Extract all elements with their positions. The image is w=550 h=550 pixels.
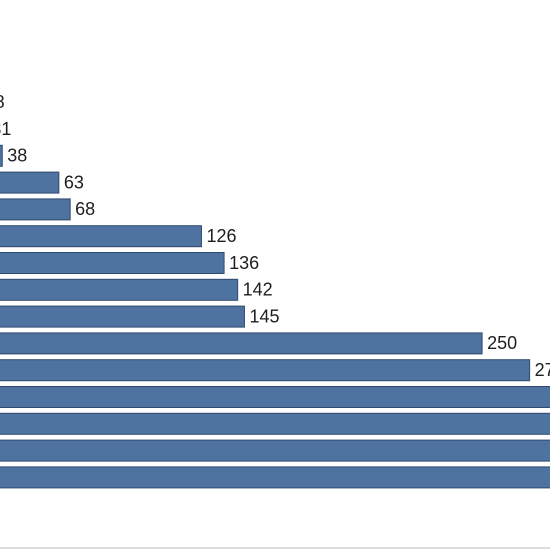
bar <box>0 225 202 248</box>
value-label: 68 <box>75 199 95 219</box>
bar <box>0 171 60 194</box>
value-label: 126 <box>206 226 236 246</box>
bar <box>0 278 239 301</box>
bar <box>0 386 550 408</box>
bar <box>0 305 245 328</box>
value-label: 142 <box>243 280 273 300</box>
value-label: 145 <box>249 306 279 326</box>
bar <box>0 412 550 435</box>
value-label: 250 <box>487 333 517 353</box>
value-label: 63 <box>64 172 84 192</box>
bar <box>0 252 225 274</box>
bar <box>0 439 550 462</box>
bar <box>0 466 550 489</box>
bar <box>0 144 3 167</box>
value-label: 38 <box>7 146 27 166</box>
value-label: 271 <box>535 360 550 380</box>
bar <box>0 359 531 382</box>
value-label: 28 <box>0 92 5 112</box>
bar <box>0 332 483 355</box>
bar <box>0 198 71 221</box>
value-label: 136 <box>229 253 259 273</box>
value-label: 31 <box>0 119 11 139</box>
